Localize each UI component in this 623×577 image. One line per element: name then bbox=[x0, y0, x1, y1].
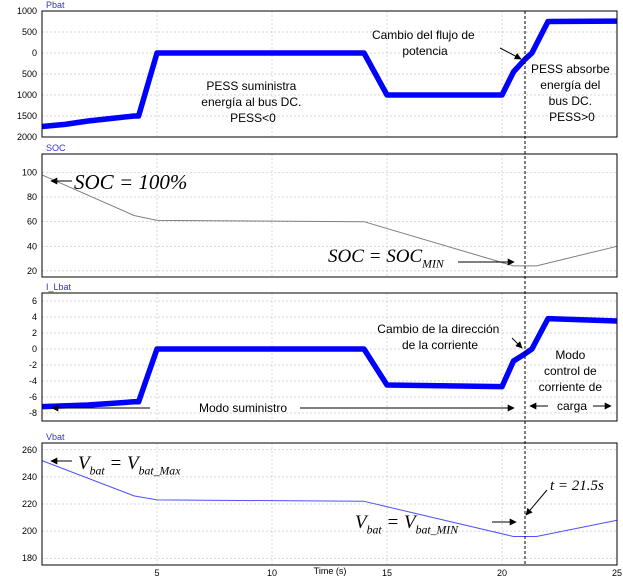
arrow-current-direction bbox=[511, 337, 523, 349]
math-text: SOC = SOCMIN​ bbox=[328, 246, 445, 271]
series-line bbox=[41, 174, 618, 267]
y-tick-label: -8 bbox=[29, 408, 37, 418]
math-time: t = 21.5s bbox=[550, 478, 604, 494]
panel-soc: SOC 100 80 60 40 20 SOC = 100% SOC = SOCMIN​ bbox=[22, 143, 618, 278]
y-tick-label: -4 bbox=[29, 376, 37, 386]
series bbox=[41, 315, 618, 410]
y-tick-labels: 260 240 220 200 180 bbox=[22, 445, 37, 563]
series-line bbox=[41, 18, 618, 130]
x-tick-label: 20 bbox=[497, 568, 507, 577]
plot-frame bbox=[41, 10, 618, 138]
y-tick-label: 4 bbox=[32, 312, 37, 322]
grid bbox=[42, 10, 617, 138]
series bbox=[41, 460, 618, 537]
math-vbat-max: Vbat​ = Vbat_Max​ bbox=[78, 453, 181, 478]
y-tick-label: 80 bbox=[27, 192, 37, 202]
series-line bbox=[41, 315, 618, 410]
y-tick-label: 1000 bbox=[17, 6, 37, 16]
y-tick-label: 20 bbox=[27, 266, 37, 276]
y-tick-label: 2000 bbox=[17, 132, 37, 142]
annotation-current-direction: Cambio de la dirección de la corriente bbox=[377, 322, 502, 352]
x-tick-label: 25 bbox=[612, 568, 622, 577]
arrow-time bbox=[525, 489, 548, 516]
y-tick-label: 2 bbox=[32, 328, 37, 338]
plot-frame bbox=[41, 292, 618, 422]
y-tick-label: 1500 bbox=[17, 111, 37, 121]
series bbox=[41, 18, 618, 130]
y-tick-label: 260 bbox=[22, 445, 37, 455]
math-soc-min: SOC = SOCMIN​ bbox=[328, 246, 445, 271]
annotation-charge-mode: Modo control de corriente de carga bbox=[539, 348, 606, 413]
plot-frame bbox=[41, 442, 618, 566]
x-tick-label: 5 bbox=[154, 568, 159, 577]
panel-title: SOC bbox=[46, 143, 66, 153]
y-tick-label: 500 bbox=[22, 69, 37, 79]
panel-title: Vbat bbox=[46, 432, 65, 442]
y-tick-label: 500 bbox=[22, 27, 37, 37]
arrow-flow-change bbox=[499, 47, 522, 60]
plot-frame bbox=[41, 153, 618, 278]
panel-ilbat: I_Lbat 6 4 2 0 -2 -4 -6 -8 Cambio de la direcci… bbox=[29, 282, 618, 422]
panel-title: Pbat bbox=[46, 0, 65, 10]
x-tick-labels: 5 10 15 20 25 bbox=[154, 568, 622, 577]
series-line bbox=[41, 460, 618, 537]
annotation-supply: PESS suministra energía al bus DC. PESS<… bbox=[201, 79, 304, 125]
grid bbox=[42, 154, 617, 277]
grid bbox=[42, 443, 617, 565]
y-tick-label: 0 bbox=[32, 48, 37, 58]
x-tick-label: 15 bbox=[382, 568, 392, 577]
y-tick-labels: 100 80 60 40 20 bbox=[22, 167, 37, 275]
y-tick-label: 100 bbox=[22, 167, 37, 177]
math-text: t = 21.5s bbox=[550, 478, 604, 494]
series bbox=[41, 174, 618, 267]
y-tick-label: 220 bbox=[22, 499, 37, 509]
y-tick-label: -6 bbox=[29, 392, 37, 402]
annotation-flow-change: Cambio del flujo de potencia bbox=[372, 28, 478, 58]
panel-pbat: Pbat 1000 500 0 500 1000 1500 2000 Cambio del … bbox=[17, 0, 618, 142]
annotation-absorb: PESS absorbe energía del bus DC. PESS>0 bbox=[531, 62, 613, 124]
panel-vbat: Vbat 260 240 220 200 180 5 10 15 20 25 Vbat​ = V… bbox=[22, 432, 622, 577]
math-soc-100: SOC = 100% bbox=[74, 170, 187, 194]
y-tick-label: 240 bbox=[22, 472, 37, 482]
y-tick-label: 180 bbox=[22, 553, 37, 563]
y-tick-label: 60 bbox=[27, 217, 37, 227]
y-tick-labels: 6 4 2 0 -2 -4 -6 -8 bbox=[29, 296, 37, 418]
math-text: SOC = 100% bbox=[74, 170, 187, 194]
math-text: Vbat​ = Vbat_Max​ bbox=[78, 453, 181, 478]
math-text: Vbat​ = Vbat_MIN​ bbox=[355, 512, 459, 537]
y-tick-label: 200 bbox=[22, 526, 37, 536]
x-axis-label: Time (s) bbox=[314, 566, 347, 576]
y-tick-label: 0 bbox=[32, 344, 37, 354]
x-tick-label: 10 bbox=[267, 568, 277, 577]
math-vbat-min: Vbat​ = Vbat_MIN​ bbox=[355, 512, 459, 537]
annotation-supply-mode: Modo suministro bbox=[199, 401, 287, 415]
y-tick-label: -2 bbox=[29, 360, 37, 370]
y-tick-label: 40 bbox=[27, 241, 37, 251]
y-tick-label: 6 bbox=[32, 296, 37, 306]
y-tick-label: 1000 bbox=[17, 90, 37, 100]
panel-title: I_Lbat bbox=[46, 282, 72, 292]
y-tick-labels: 1000 500 0 500 1000 1500 2000 bbox=[17, 6, 37, 142]
